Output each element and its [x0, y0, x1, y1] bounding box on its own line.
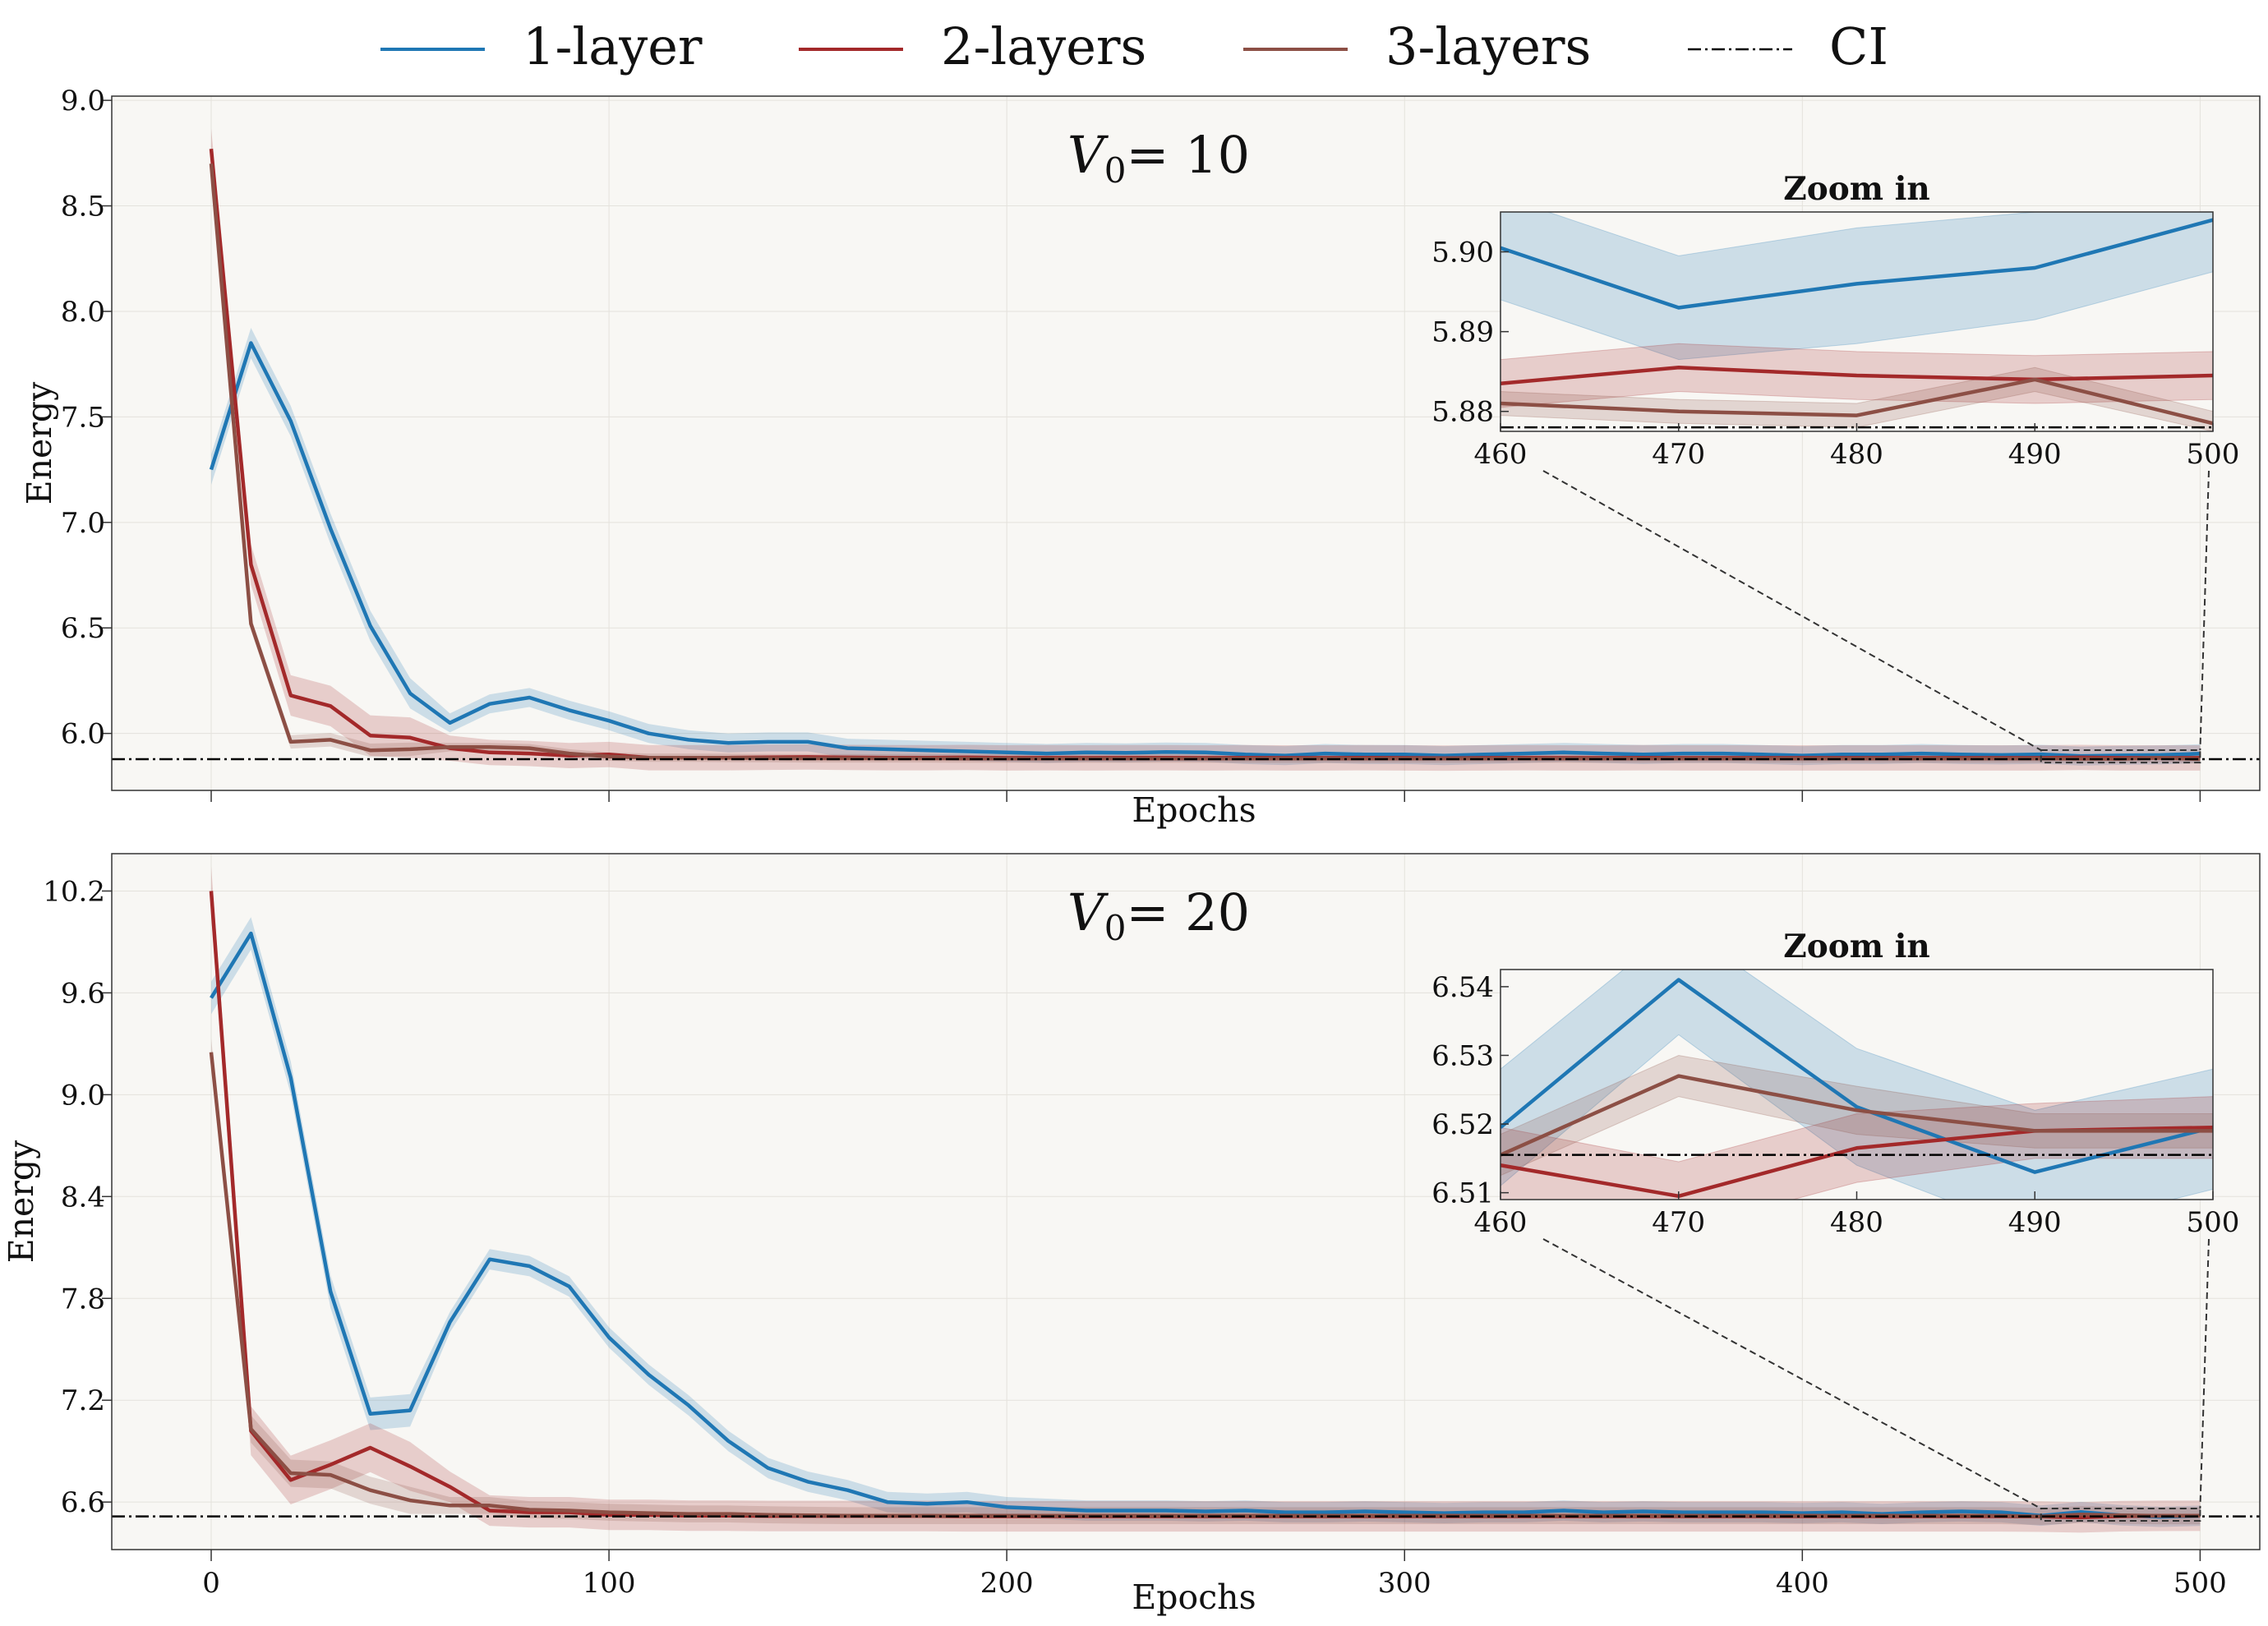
inset-line-3-layers: [1500, 377, 2213, 426]
inset-line-3-layers: [1500, 1074, 2213, 1157]
y-tick-label: 7.5: [61, 401, 105, 434]
y-tick-label: 7.2: [61, 1384, 105, 1417]
inset-x-tick-label: 490: [2008, 1206, 2062, 1239]
zoom-connector-right: [2199, 470, 2210, 751]
inset-x-tick-label: 480: [1830, 1206, 1883, 1239]
inset-line-2-layers: [1500, 366, 2213, 385]
legend-label-1-layer: 1-layer: [523, 16, 703, 76]
y-tick-label: 7.0: [61, 507, 105, 540]
legend: 1-layer 2-layers 3-layers CI: [380, 16, 1888, 76]
series-group: [209, 866, 2201, 1533]
y-tick-label: 8.5: [61, 191, 105, 223]
inset-x-tick-label: 490: [2008, 438, 2062, 471]
inset-title: Zoom in: [1783, 928, 1930, 965]
y-tick-label: 6.6: [61, 1486, 105, 1519]
annotation-symbol: V: [1067, 882, 1109, 942]
inset-x-tick-label: 470: [1652, 438, 1705, 471]
legend-label-3-layers: 3-layers: [1385, 16, 1591, 76]
y-tick-label: 6.0: [61, 718, 105, 751]
panel-annotation: V0= 10: [1067, 125, 1250, 191]
inset-x-tick-label: 470: [1652, 1206, 1705, 1239]
y-tick-label: 9.0: [61, 1079, 105, 1112]
annotation-value: = 10: [1126, 125, 1250, 185]
inset-series-group: [1500, 970, 2213, 1200]
legend-label-ci: CI: [1829, 16, 1888, 76]
inset-x-tick-label: 480: [1830, 438, 1883, 471]
series-line-3-layers: [209, 164, 2201, 762]
y-tick-label: 9.0: [61, 85, 105, 117]
series-line-1-layer: [209, 341, 2201, 758]
inset-y-tick-label: 6.52: [1431, 1108, 1494, 1141]
series-line-1-layer: [210, 931, 2201, 1519]
inset-title: Zoom in: [1783, 170, 1930, 208]
axes-frame: [111, 95, 2261, 791]
inset-y-tick-label: 5.88: [1431, 396, 1494, 429]
inset-x-tick-label: 500: [2187, 1206, 2240, 1239]
y-tick-label: 9.6: [61, 977, 105, 1010]
x-tick-label: 500: [2174, 1567, 2227, 1600]
annotation-symbol: V: [1067, 125, 1109, 185]
zoom-connector-left: [1542, 470, 2042, 751]
inset-band-3-layers: [1500, 1054, 2213, 1177]
inset-background: [1500, 970, 2213, 1200]
x-tick-label: 200: [980, 1567, 1034, 1600]
inset-y-tick-label: 6.54: [1431, 971, 1494, 1004]
y-tick-label: 8.4: [61, 1181, 105, 1214]
inset-y-tick-label: 5.90: [1431, 237, 1494, 269]
zoom-connector-left: [1542, 1238, 2042, 1509]
inset-x-tick-label: 460: [1474, 1206, 1528, 1239]
zoom-region-box: [2040, 1508, 2201, 1522]
inset-x-tick-label: 500: [2187, 438, 2240, 471]
x-tick-label: 0: [202, 1567, 220, 1600]
x-tick-label: 300: [1378, 1567, 1431, 1600]
annotation-subscript: 0: [1104, 908, 1127, 948]
inset-line-1-layer: [1500, 978, 2213, 1174]
plot-background: [112, 854, 2260, 1550]
zoom-inset: 460 470 480 490 500 6.51 6.52 6.53 6.54 Zoom in: [1431, 928, 2240, 1239]
y-axis-label: Energy: [20, 381, 59, 504]
inset-band-1-layer: [1500, 970, 2213, 1200]
y-tick-label: 8.0: [61, 296, 105, 329]
panel-v0-10: 6.0 6.5 7.0 7.5 8.0 8.5 9.0 Epochs Energy V0= 10 4…: [20, 85, 2261, 830]
axes-frame: [111, 853, 2261, 1550]
zoom-inset: 460 470 480 490 500 5.88 5.89 5.90 Zoom in: [1431, 170, 2240, 471]
y-tick-label: 10.2: [43, 875, 105, 908]
inset-band-3-layers: [1500, 366, 2213, 431]
annotation-subscript: 0: [1104, 150, 1127, 191]
panel-annotation: V0= 20: [1067, 882, 1250, 948]
series-line-3-layers: [209, 1052, 2201, 1518]
x-tick-label: 400: [1776, 1567, 1829, 1600]
x-axis-label: Epochs: [1132, 790, 1256, 830]
panel-v0-20: 0 100 200 300 400 500 6.6 7.2 7.8 8.4 9.0 9.6 10.2 Ep…: [2, 853, 2261, 1617]
legend-label-2-layers: 2-layers: [941, 16, 1146, 76]
annotation-value: = 20: [1126, 882, 1250, 942]
y-tick-label: 7.8: [61, 1283, 105, 1315]
x-axis-label: Epochs: [1132, 1578, 1256, 1617]
series-group: [209, 128, 2201, 772]
inset-y-tick-label: 5.89: [1431, 316, 1494, 349]
inset-band-1-layer: [1500, 212, 2213, 361]
inset-x-tick-label: 460: [1474, 438, 1528, 471]
y-axis-label: Energy: [2, 1140, 41, 1263]
zoom-connector-right: [2199, 1238, 2210, 1509]
inset-y-tick-label: 6.53: [1431, 1039, 1494, 1072]
y-tick-label: 6.5: [61, 612, 105, 645]
inset-y-tick-label: 6.51: [1431, 1177, 1494, 1210]
plot-background: [112, 96, 2260, 790]
inset-series-group: [1500, 212, 2213, 431]
zoom-region-box: [2040, 749, 2201, 764]
inset-line-1-layer: [1500, 218, 2213, 310]
x-tick-label: 100: [583, 1567, 636, 1600]
